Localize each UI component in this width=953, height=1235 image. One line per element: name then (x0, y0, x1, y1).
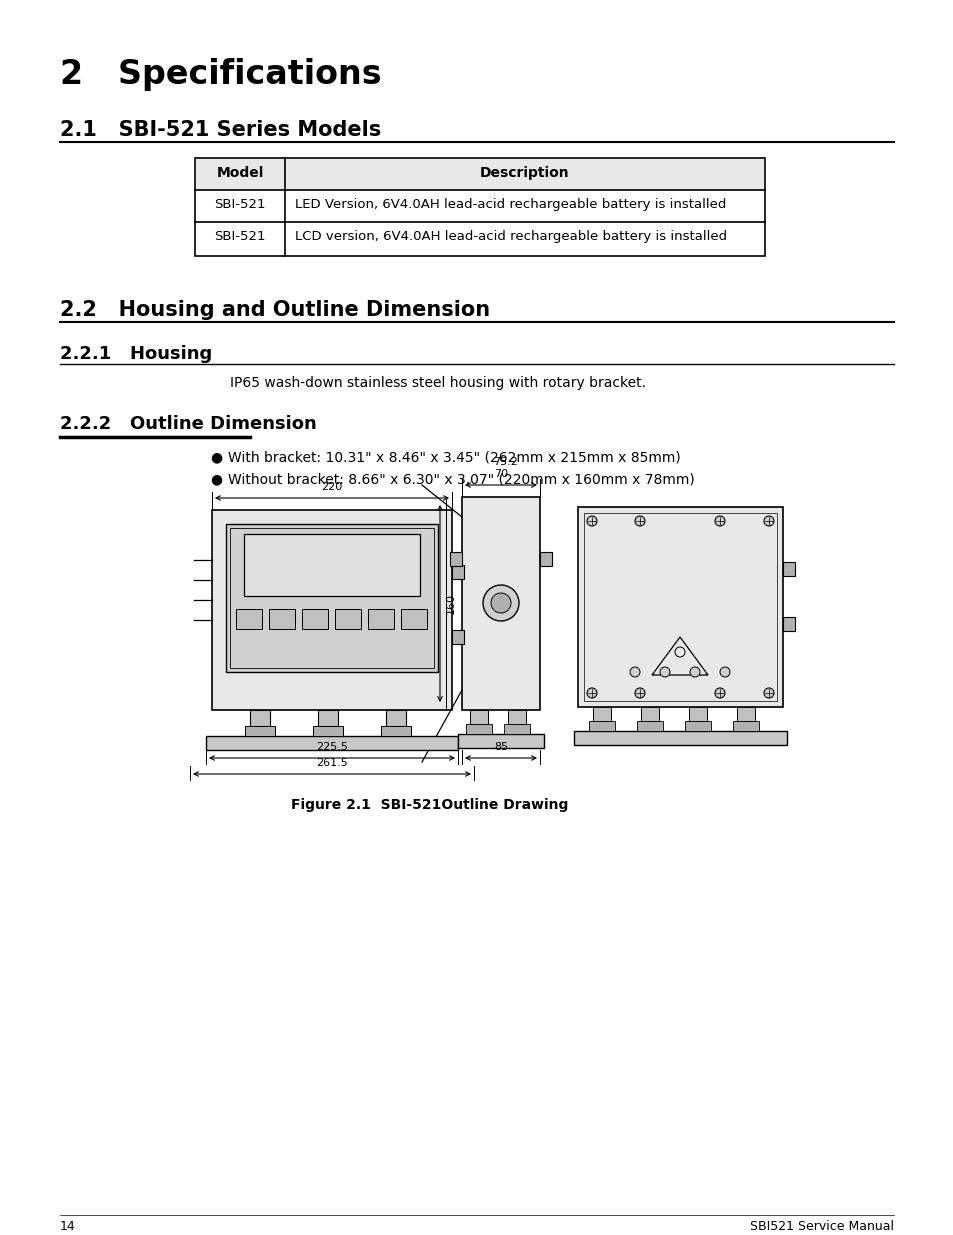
Bar (450, 552, 461, 566)
Text: Model: Model (216, 165, 263, 180)
Bar (380, 726, 411, 736)
Text: 70: 70 (494, 469, 508, 479)
Bar (302, 609, 328, 629)
Circle shape (720, 667, 729, 677)
Bar (465, 724, 492, 734)
Bar (593, 706, 610, 721)
Text: With bracket: 10.31" x 8.46" x 3.45" (262mm x 215mm x 85mm): With bracket: 10.31" x 8.46" x 3.45" (26… (228, 450, 680, 464)
Circle shape (629, 667, 639, 677)
Text: SBI-521: SBI-521 (214, 230, 266, 243)
Bar (640, 706, 659, 721)
Circle shape (491, 593, 511, 613)
Circle shape (482, 585, 518, 621)
Bar (470, 710, 488, 724)
Bar (226, 524, 437, 672)
Bar (250, 710, 270, 726)
Circle shape (689, 667, 700, 677)
Bar (684, 721, 710, 731)
Text: 85: 85 (494, 742, 508, 752)
Text: 261.5: 261.5 (315, 758, 348, 768)
Bar (583, 513, 776, 701)
Bar (194, 158, 764, 256)
Bar (452, 564, 463, 579)
Circle shape (763, 516, 773, 526)
Bar (588, 721, 615, 731)
Circle shape (763, 688, 773, 698)
Bar (737, 706, 754, 721)
Text: 2.2.1   Housing: 2.2.1 Housing (60, 345, 212, 363)
Text: SBI521 Service Manual: SBI521 Service Manual (749, 1220, 893, 1233)
Text: 2.2   Housing and Outline Dimension: 2.2 Housing and Outline Dimension (60, 300, 490, 320)
Bar (230, 529, 434, 668)
Text: SBI-521: SBI-521 (214, 198, 266, 211)
Bar (236, 609, 262, 629)
Bar (317, 710, 337, 726)
Bar (461, 496, 539, 710)
Bar (401, 609, 427, 629)
Text: ●: ● (210, 472, 222, 487)
Text: ●: ● (210, 450, 222, 464)
Circle shape (635, 688, 644, 698)
Text: 2   Specifications: 2 Specifications (60, 58, 381, 91)
Bar (452, 630, 463, 643)
Bar (732, 721, 759, 731)
Bar (212, 510, 452, 710)
Bar (574, 731, 786, 745)
Text: Description: Description (479, 165, 569, 180)
Bar (688, 706, 706, 721)
Bar (386, 710, 406, 726)
Text: IP65 wash-down stainless steel housing with rotary bracket.: IP65 wash-down stainless steel housing w… (230, 375, 645, 390)
Bar (782, 618, 794, 631)
Bar (269, 609, 295, 629)
Circle shape (586, 516, 597, 526)
Text: LCD version, 6V4.0AH lead-acid rechargeable battery is installed: LCD version, 6V4.0AH lead-acid rechargea… (294, 230, 726, 243)
Text: 75.2: 75.2 (493, 457, 517, 467)
Bar (507, 710, 525, 724)
Bar (457, 734, 543, 748)
Bar (637, 721, 662, 731)
Bar (335, 609, 361, 629)
Bar (244, 534, 419, 597)
Text: 225.5: 225.5 (315, 742, 348, 752)
Bar (194, 158, 764, 190)
Text: 2.1   SBI-521 Series Models: 2.1 SBI-521 Series Models (60, 120, 381, 140)
Bar (503, 724, 530, 734)
Circle shape (714, 516, 724, 526)
Bar (368, 609, 395, 629)
Text: Figure 2.1  SBI-521Outline Drawing: Figure 2.1 SBI-521Outline Drawing (291, 798, 568, 811)
Text: Without bracket: 8.66" x 6.30" x 3.07" (220mm x 160mm x 78mm): Without bracket: 8.66" x 6.30" x 3.07" (… (228, 472, 694, 487)
Circle shape (635, 516, 644, 526)
Bar (578, 508, 782, 706)
Text: 2.2.2   Outline Dimension: 2.2.2 Outline Dimension (60, 415, 316, 433)
Text: 220: 220 (321, 482, 342, 492)
Bar (206, 736, 457, 750)
Bar (245, 726, 274, 736)
Bar (539, 552, 552, 566)
Text: 14: 14 (60, 1220, 75, 1233)
Bar (782, 562, 794, 576)
Circle shape (586, 688, 597, 698)
Bar (313, 726, 343, 736)
Text: 160: 160 (446, 593, 456, 614)
Text: LED Version, 6V4.0AH lead-acid rechargeable battery is installed: LED Version, 6V4.0AH lead-acid rechargea… (294, 198, 725, 211)
Circle shape (659, 667, 669, 677)
Circle shape (714, 688, 724, 698)
